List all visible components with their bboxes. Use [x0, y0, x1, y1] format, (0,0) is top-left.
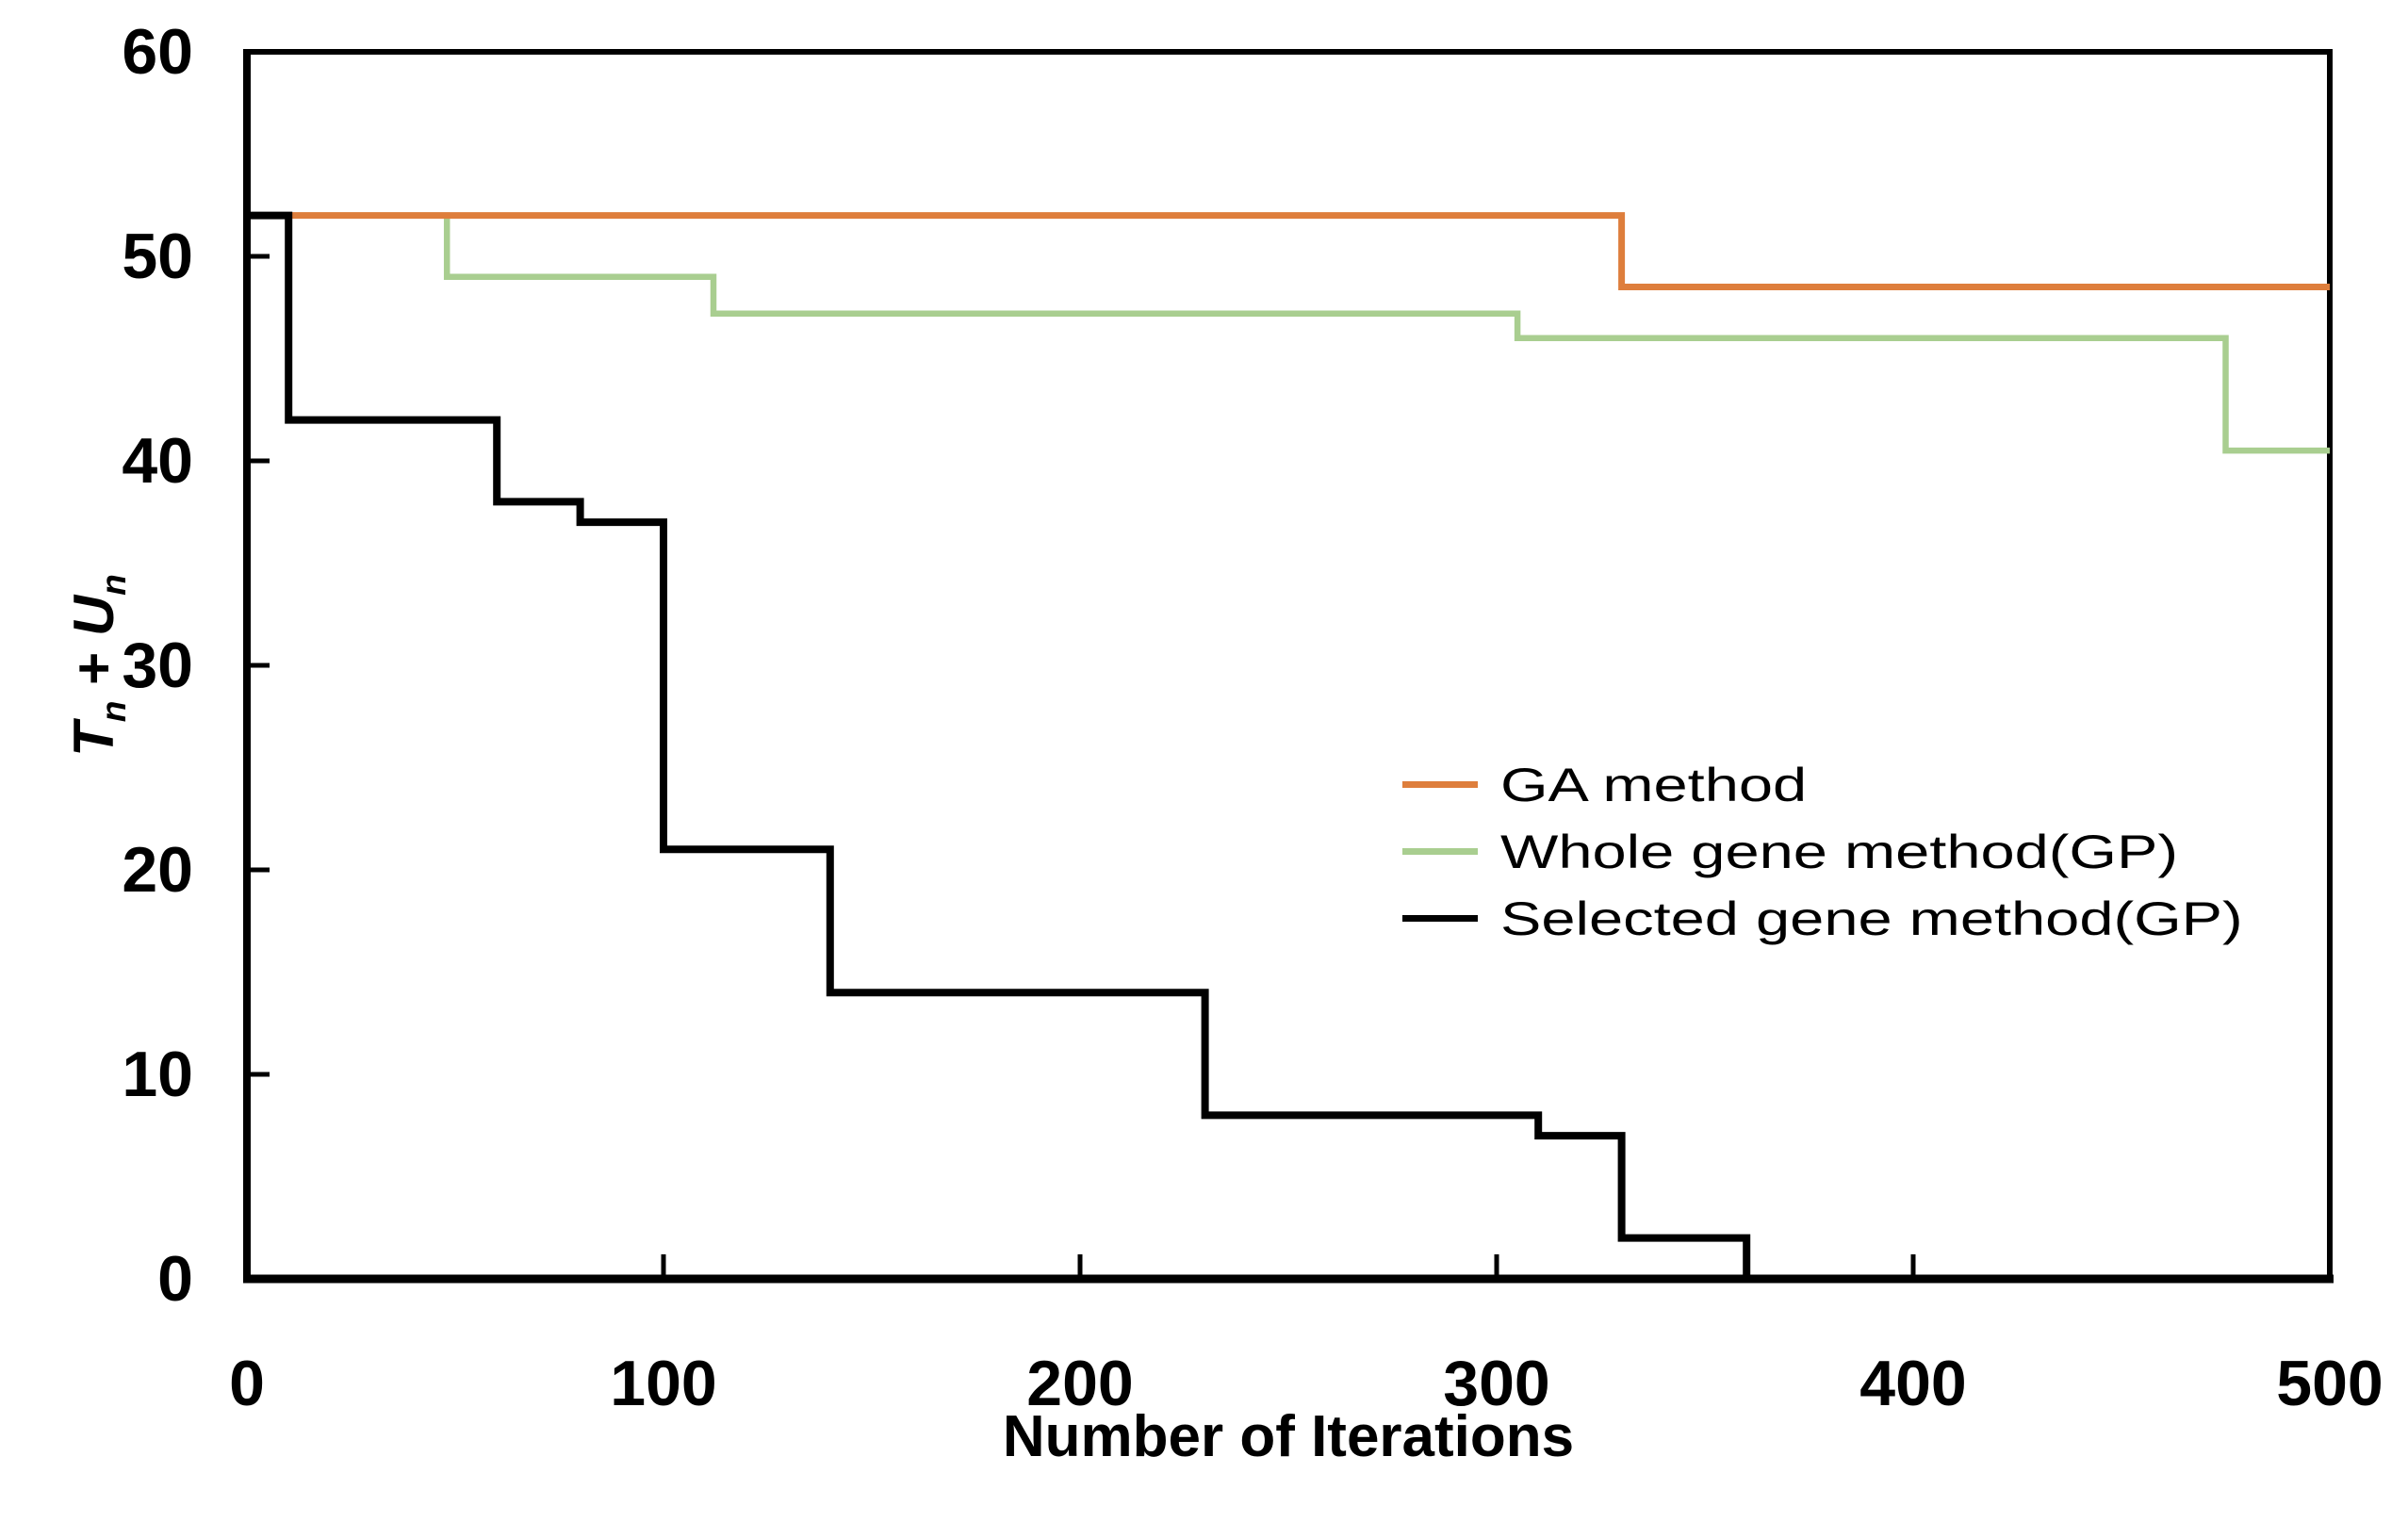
- legend-swatch-whole-gene-method-gp: [1402, 848, 1478, 855]
- y-tick-label-50: 50: [122, 221, 193, 292]
- y-title-sub-n1: n: [93, 700, 133, 723]
- x-tick-label-0: 0: [229, 1348, 265, 1419]
- y-title-operator: +: [62, 636, 125, 701]
- y-tick-label-20: 20: [122, 834, 193, 906]
- y-axis-title: Tn + Un: [47, 364, 141, 967]
- x-tick-label-200: 200: [1026, 1348, 1134, 1419]
- legend-swatch-ga-method: [1402, 781, 1478, 788]
- x-tick-label-400: 400: [1859, 1348, 1967, 1419]
- x-tick-label-100: 100: [610, 1348, 717, 1419]
- legend-label-ga-method: GA method: [1500, 758, 1808, 811]
- y-title-sub-n2: n: [93, 574, 133, 596]
- y-tick-label-10: 10: [122, 1039, 193, 1110]
- series-line-ga-method: [247, 212, 2330, 290]
- series-line-selected-gene-method-gp: [247, 211, 1751, 1279]
- legend-item-selected-gene-method-gp: Selected gene method(GP): [1402, 885, 2243, 952]
- x-tick-label-300: 300: [1443, 1348, 1550, 1419]
- legend-label-whole-gene-method-gp: Whole gene method(GP): [1500, 825, 2178, 878]
- x-tick-label-500: 500: [2276, 1348, 2383, 1419]
- x-axis-title: Number of Iterations: [1002, 1404, 1575, 1469]
- y-tick-label-40: 40: [122, 425, 193, 497]
- legend-item-ga-method: GA method: [1402, 751, 2072, 818]
- y-tick-label-30: 30: [122, 630, 193, 701]
- legend: GA method Whole gene method(GP) Selected g…: [1402, 751, 2243, 952]
- legend-label-selected-gene-method-gp: Selected gene method(GP): [1500, 892, 2243, 945]
- y-tick-label-0: 0: [157, 1243, 193, 1315]
- series-line-whole-gene-method-gp: [247, 212, 2330, 454]
- y-title-var-t: T: [62, 722, 125, 757]
- legend-item-whole-gene-method-gp: Whole gene method(GP): [1402, 818, 2178, 885]
- legend-swatch-selected-gene-method-gp: [1402, 915, 1478, 922]
- y-title-var-u: U: [62, 595, 125, 637]
- y-tick-label-60: 60: [122, 16, 193, 88]
